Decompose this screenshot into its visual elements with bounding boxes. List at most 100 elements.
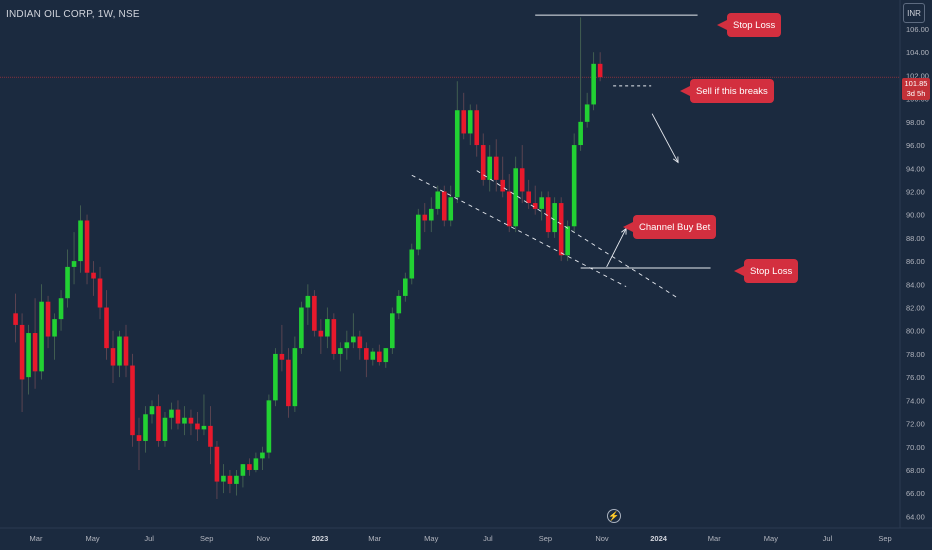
- candle-body[interactable]: [299, 307, 304, 349]
- candle-body[interactable]: [123, 336, 129, 366]
- candle-body[interactable]: [402, 278, 408, 296]
- candle-body[interactable]: [545, 197, 551, 233]
- candle-body[interactable]: [273, 353, 278, 401]
- candle-body[interactable]: [240, 464, 246, 476]
- candle-body[interactable]: [461, 110, 467, 134]
- candle-body[interactable]: [91, 272, 96, 279]
- candle-body[interactable]: [97, 278, 103, 308]
- candle-body[interactable]: [448, 197, 454, 221]
- candle-body[interactable]: [305, 295, 311, 308]
- buy-arrow[interactable]: [606, 228, 627, 268]
- candle-body[interactable]: [227, 475, 233, 484]
- candle-body[interactable]: [279, 353, 285, 360]
- candle-body[interactable]: [39, 301, 44, 372]
- candle-body[interactable]: [441, 191, 447, 221]
- candle-body[interactable]: [474, 110, 480, 146]
- candle-body[interactable]: [422, 214, 428, 221]
- candle-body[interactable]: [312, 295, 317, 331]
- candle-body[interactable]: [247, 464, 252, 470]
- candle-body[interactable]: [513, 168, 519, 227]
- candle-body[interactable]: [370, 351, 376, 360]
- sell-if-breaks-callout[interactable]: Sell if this breaks: [680, 79, 774, 103]
- candle-body[interactable]: [188, 417, 194, 424]
- candle-body[interactable]: [292, 348, 298, 407]
- candle-body[interactable]: [597, 63, 603, 78]
- candle-body[interactable]: [130, 365, 135, 436]
- candle-body[interactable]: [234, 475, 239, 484]
- candle-body[interactable]: [487, 156, 493, 180]
- candle-body[interactable]: [32, 333, 38, 372]
- candle-body[interactable]: [45, 301, 51, 337]
- candle-body[interactable]: [214, 446, 220, 482]
- candle-body[interactable]: [467, 110, 473, 134]
- candle-body[interactable]: [591, 63, 596, 105]
- lightning-icon[interactable]: ⚡: [607, 509, 621, 523]
- candle-body[interactable]: [331, 319, 337, 354]
- currency-button[interactable]: INR: [903, 3, 925, 23]
- candle-body[interactable]: [539, 197, 544, 209]
- candle-body[interactable]: [58, 298, 64, 320]
- channel-buy-bet-callout[interactable]: Channel Buy Bet: [622, 215, 717, 239]
- candle-body[interactable]: [156, 406, 161, 441]
- candle-body[interactable]: [325, 319, 330, 337]
- candle-body[interactable]: [136, 435, 142, 441]
- candle-body[interactable]: [396, 295, 402, 314]
- channel-lower-line[interactable]: [411, 174, 627, 288]
- candle-body[interactable]: [104, 307, 109, 349]
- candle-body[interactable]: [578, 121, 583, 146]
- candle-body[interactable]: [169, 409, 174, 418]
- candle-body[interactable]: [532, 203, 538, 209]
- candle-body[interactable]: [253, 458, 259, 470]
- candle-body[interactable]: [162, 417, 168, 441]
- candle-body[interactable]: [52, 319, 57, 337]
- candle-body[interactable]: [428, 208, 434, 221]
- candle-body[interactable]: [415, 214, 421, 250]
- candle-body[interactable]: [182, 417, 187, 424]
- candle-body[interactable]: [19, 324, 25, 380]
- candle-body[interactable]: [175, 409, 181, 424]
- candle-body[interactable]: [221, 475, 226, 482]
- candle-body[interactable]: [208, 425, 213, 447]
- candle-body[interactable]: [390, 313, 395, 349]
- candle-body[interactable]: [318, 330, 324, 337]
- candle-body[interactable]: [435, 191, 441, 209]
- candle-body[interactable]: [454, 110, 460, 198]
- candle-body[interactable]: [26, 333, 31, 378]
- candle-body[interactable]: [584, 104, 590, 122]
- candle-body[interactable]: [377, 351, 382, 363]
- candle-body[interactable]: [84, 220, 90, 273]
- candle-body[interactable]: [110, 348, 116, 366]
- sell-projection-arrow[interactable]: [651, 113, 679, 163]
- candle-body[interactable]: [143, 414, 148, 441]
- candle-body[interactable]: [266, 400, 272, 453]
- candle-body[interactable]: [506, 191, 512, 227]
- candle-body[interactable]: [117, 336, 122, 366]
- candle-body[interactable]: [71, 261, 77, 267]
- candle-body[interactable]: [364, 348, 369, 360]
- candle-body[interactable]: [493, 156, 499, 180]
- candle-body[interactable]: [201, 425, 207, 430]
- candle-body[interactable]: [338, 348, 343, 354]
- candle-body[interactable]: [500, 179, 506, 192]
- candle-body[interactable]: [552, 203, 557, 233]
- candle-body[interactable]: [149, 406, 155, 415]
- candle-body[interactable]: [195, 423, 200, 430]
- candle-body[interactable]: [558, 203, 564, 256]
- stop-loss-bottom-callout[interactable]: Stop Loss: [733, 259, 799, 283]
- candle-body[interactable]: [351, 336, 356, 343]
- candle-body[interactable]: [286, 359, 291, 407]
- candle-body[interactable]: [65, 266, 70, 299]
- candle-body[interactable]: [480, 145, 486, 180]
- candle-body[interactable]: [526, 191, 531, 204]
- stop-loss-top-callout[interactable]: Stop Loss: [716, 13, 782, 37]
- candle-body[interactable]: [519, 168, 525, 192]
- candle-body[interactable]: [78, 220, 83, 262]
- candle-body[interactable]: [260, 452, 265, 459]
- candle-body[interactable]: [571, 145, 577, 227]
- candle-body[interactable]: [357, 336, 363, 349]
- candle-body[interactable]: [565, 226, 570, 256]
- candle-body[interactable]: [383, 348, 389, 363]
- candle-body[interactable]: [344, 342, 350, 349]
- candle-body[interactable]: [13, 313, 18, 325]
- candle-body[interactable]: [409, 249, 415, 279]
